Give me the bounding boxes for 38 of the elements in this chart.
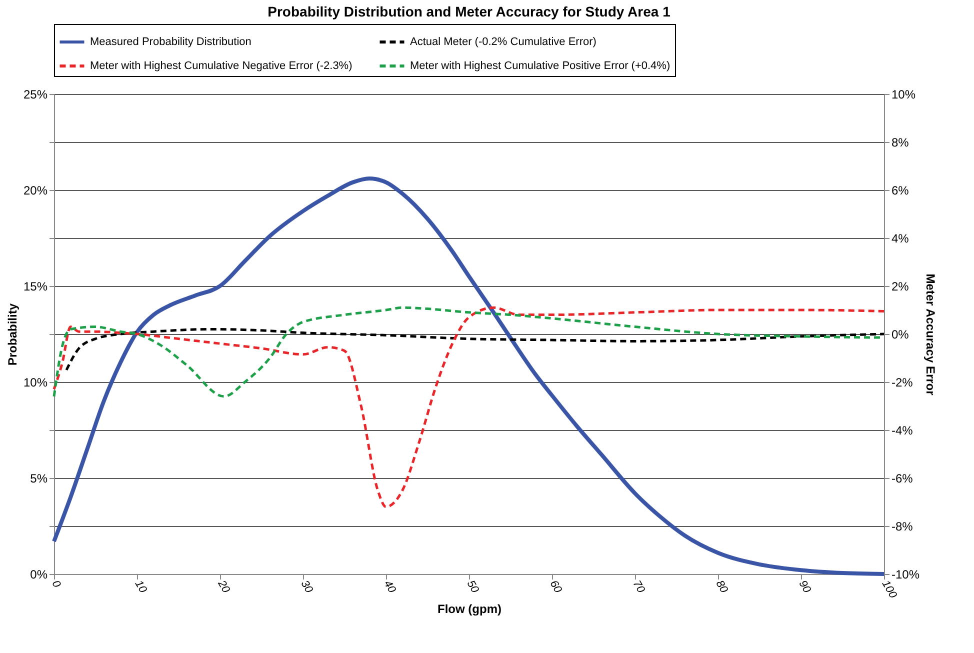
x-tick-label: 20 [214,578,232,596]
y2-tick-label: -4% [892,424,914,438]
y2-tick-label: -6% [892,472,914,486]
line-series [65,328,886,372]
x-tick-label: 90 [796,578,814,596]
chart-title: Probability Distribution and Meter Accuracy for Study Area 1 [268,4,671,20]
x-tick-label: 60 [547,578,564,596]
x-axis-title: Flow (gpm) [438,602,502,616]
y2-axis-title: Meter Accuracy Error [924,274,938,396]
y-axis-title: Probability [5,303,20,366]
y2-tick-label: 4% [892,232,910,246]
y2-tick-label: -10% [892,568,920,582]
y2-tick-label: -2% [892,376,914,390]
line-series [52,306,886,508]
x-tick-label: 0 [49,578,64,591]
x-tick-label: 100 [879,578,900,602]
x-tick-label: 50 [464,578,482,596]
x-tick-label: 70 [630,578,648,596]
x-tick-label: 80 [713,578,730,596]
y-tick-label: 10% [23,376,48,390]
y2-tick-label: 10% [892,88,916,102]
legend-label: Meter with Highest Cumulative Positive Error (+0.4%) [410,60,670,72]
y2-tick-label: 2% [892,280,910,294]
y2-tick-label: 8% [892,136,910,150]
y2-tick-label: 0% [892,328,910,342]
y-tick-label: 0% [30,568,48,582]
legend-label: Measured Probability Distribution [90,36,252,48]
y-tick-label: 5% [30,472,48,486]
y-tick-label: 15% [23,280,48,294]
x-tick-label: 40 [381,578,398,596]
y-tick-label: 25% [23,88,48,102]
x-tick-label: 30 [298,578,316,596]
x-tick-label: 10 [132,578,150,596]
y-tick-label: 20% [23,184,48,198]
legend-label: Actual Meter (-0.2% Cumulative Error) [410,36,596,48]
legend-label: Meter with Highest Cumulative Negative Error (-2.3%) [90,60,352,72]
y2-tick-label: 6% [892,184,910,198]
y2-tick-label: -8% [892,520,914,534]
